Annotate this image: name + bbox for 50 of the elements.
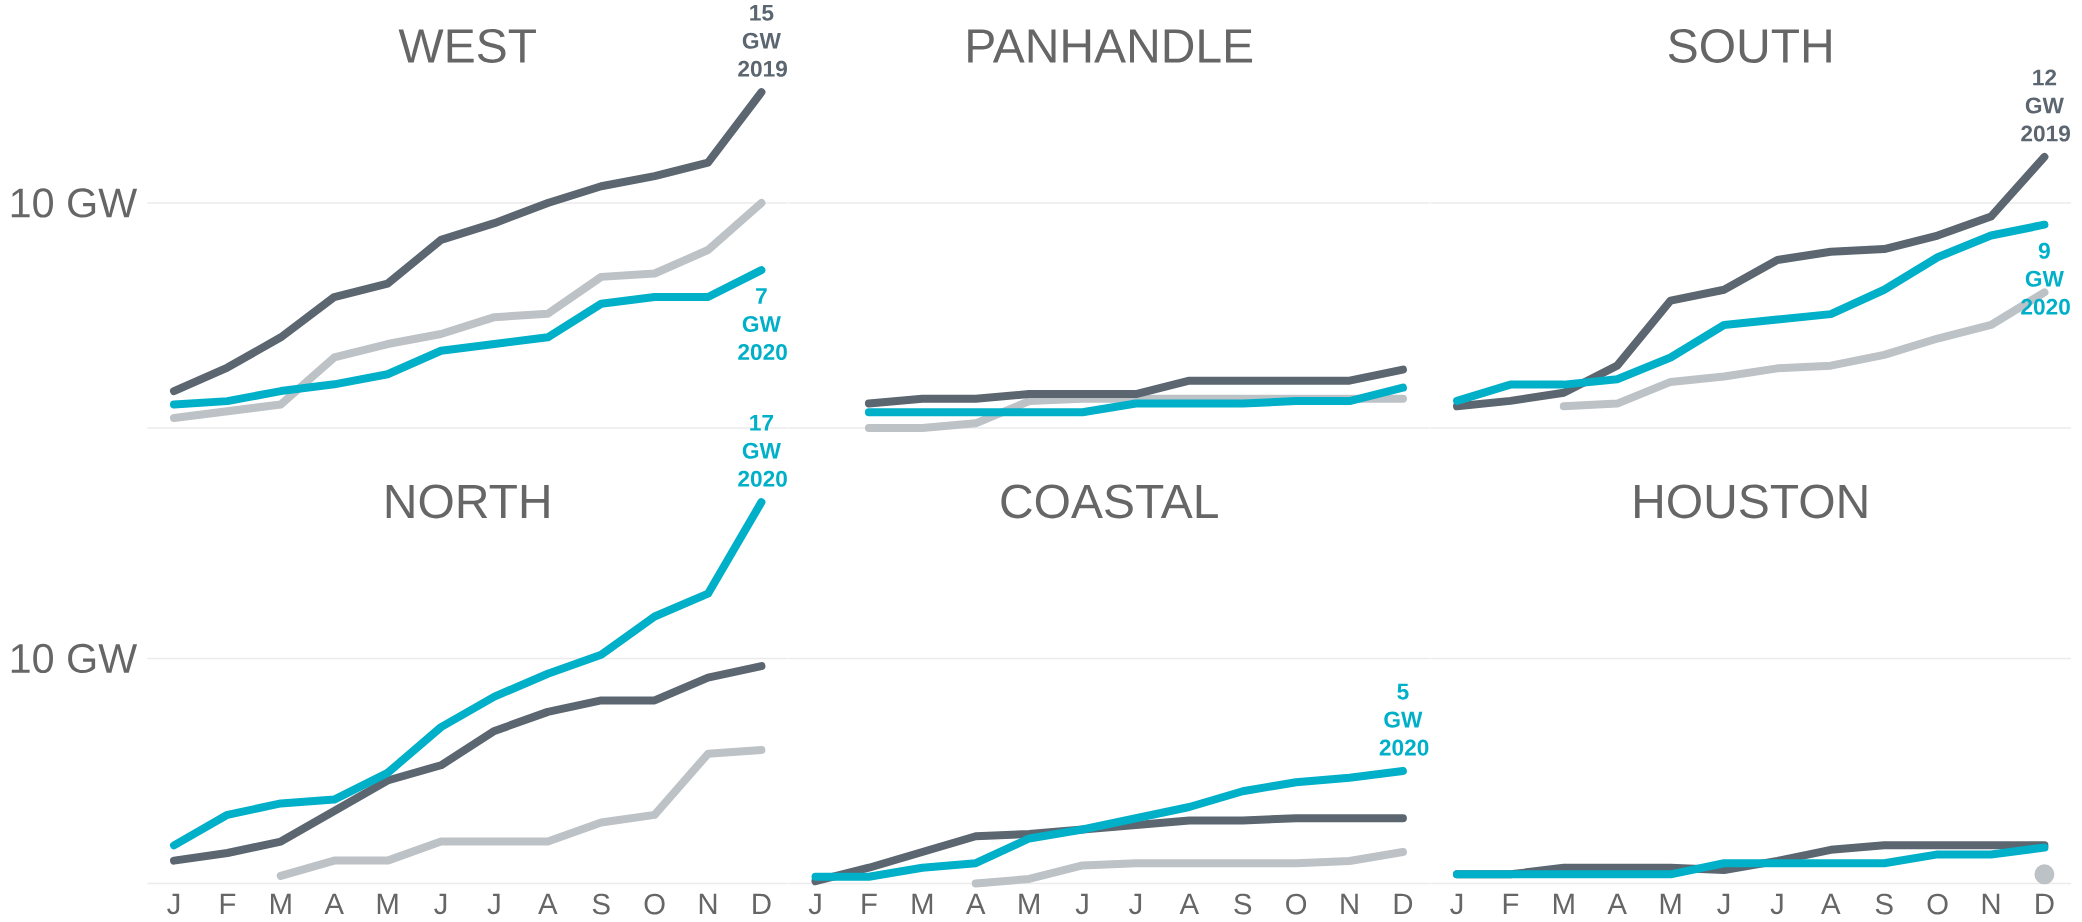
x-tick-label: S	[592, 893, 610, 915]
x-tick-label: D	[1394, 893, 1413, 914]
x-tick-label: M	[377, 893, 398, 914]
x-tick-label: O	[1286, 893, 1307, 915]
chart-title: NORTH	[386, 484, 549, 519]
x-tick-label: M	[912, 893, 933, 914]
x-tick-label: A	[1179, 893, 1200, 914]
x-tick-label: N	[1982, 893, 2000, 914]
annotation: 15 GW 2019	[738, 4, 787, 77]
annotation: 9 GW 2020	[2021, 242, 2070, 315]
x-tick-label: M	[1554, 893, 1574, 914]
annotation: 5 GW 2020	[1379, 683, 1429, 756]
x-tick-label: O	[1927, 893, 1948, 915]
x-tick-label: J	[1717, 893, 1730, 915]
x-tick-label: M	[1019, 893, 1039, 914]
chart-title: PANHANDLE	[968, 29, 1253, 63]
x-tick-label: J	[1075, 893, 1088, 915]
x-tick-label: J	[487, 893, 500, 915]
x-tick-label: J	[1770, 893, 1783, 915]
chart-title: HOUSTON	[1635, 484, 1867, 519]
x-tick-label: O	[644, 893, 665, 915]
x-tick-label: F	[862, 893, 877, 914]
x-tick-label: D	[2036, 893, 2054, 914]
x-tick-label: A	[965, 893, 986, 914]
x-tick-label: D	[753, 893, 771, 914]
x-tick-label: A	[538, 893, 558, 914]
x-tick-label: N	[699, 893, 717, 914]
chart-title: COASTAL	[1001, 484, 1218, 519]
x-tick-label: J	[434, 893, 447, 915]
chart-title: WEST	[398, 28, 536, 63]
x-tick-label: N	[1341, 893, 1358, 914]
x-tick-label: F	[220, 893, 236, 914]
x-tick-label: S	[1234, 893, 1252, 915]
x-tick-label: A	[1821, 893, 1841, 914]
x-tick-label: J	[1129, 893, 1142, 915]
ref-line-label: 10 GW	[11, 188, 138, 218]
x-tick-label: J	[167, 893, 180, 915]
chart-title: SOUTH	[1668, 28, 1831, 63]
annotation: 7 GW 2020	[738, 288, 787, 361]
x-tick-label: S	[1875, 893, 1893, 915]
ref-line-label: 10 GW	[11, 643, 138, 674]
x-tick-label: A	[1607, 893, 1627, 914]
x-tick-label: J	[1450, 893, 1463, 915]
x-tick-label: M	[1660, 893, 1681, 914]
x-tick-label: A	[324, 893, 344, 914]
x-tick-label: F	[1503, 893, 1519, 914]
x-tick-label: J	[808, 893, 821, 915]
x-tick-label: M	[271, 893, 291, 914]
annotation: 17 GW 2020	[738, 414, 787, 487]
annotation: 12 GW 2019	[2021, 69, 2070, 142]
